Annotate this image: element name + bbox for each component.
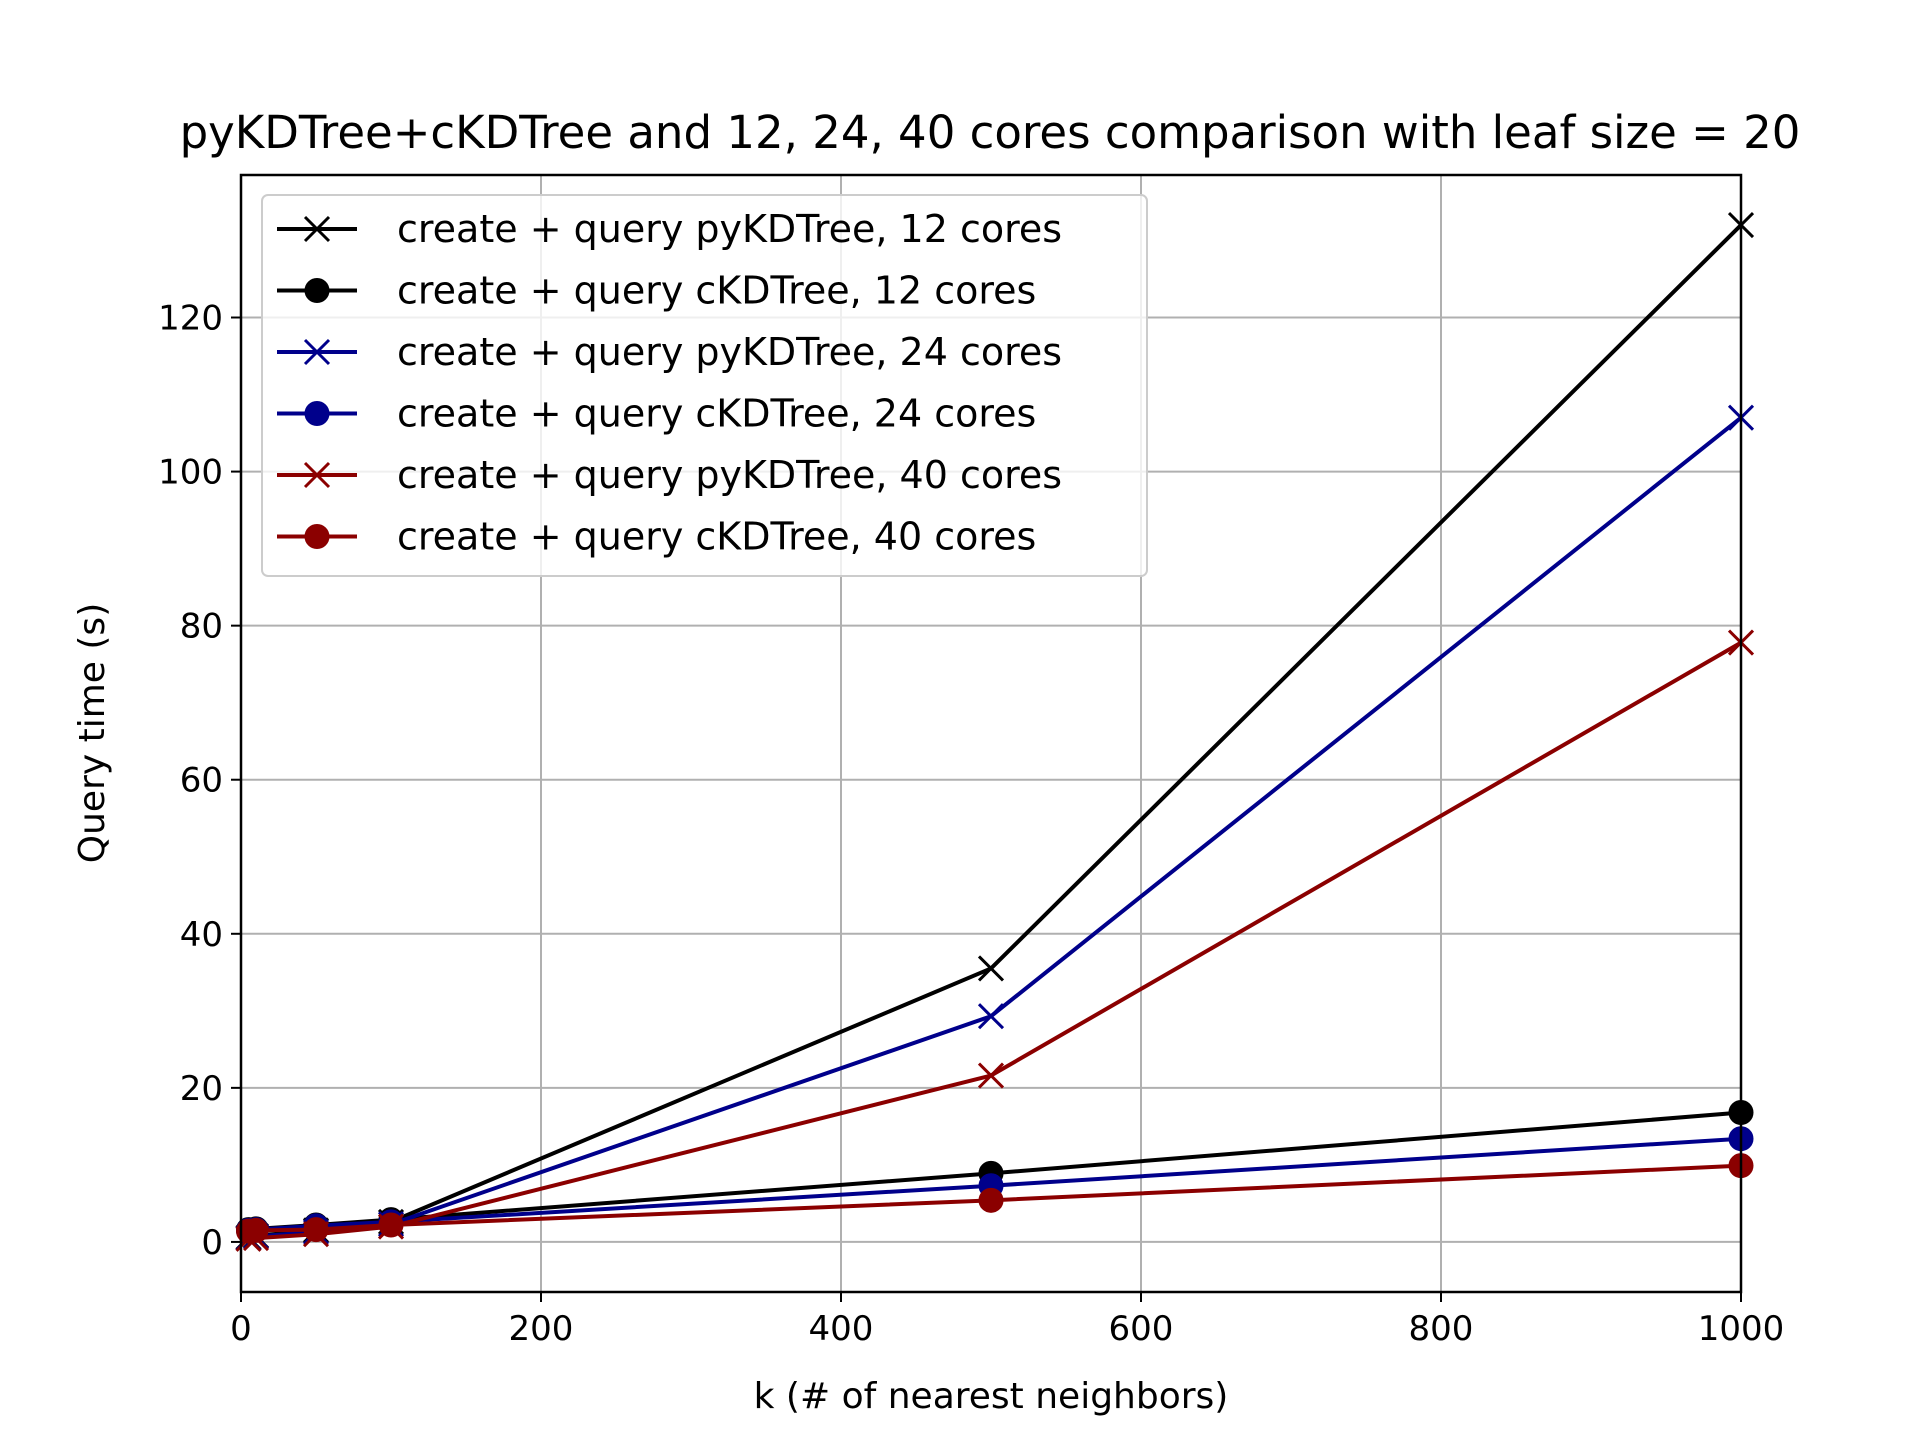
legend-marker: [304, 278, 330, 303]
marker-stroke: [303, 461, 331, 489]
data-point: [243, 1217, 269, 1243]
marker-stroke: [977, 1062, 1005, 1089]
legend-marker: [303, 338, 331, 366]
legend-label: create + query pyKDTree, 24 cores: [397, 330, 1062, 374]
y-tick-label: 60: [180, 761, 223, 801]
legend-entry: create + query cKDTree, 24 cores: [277, 392, 1036, 436]
axis-ticks: 0 200 400 600 800 1000 0 20 40 60 80 100 120: [158, 299, 1784, 1349]
legend-entry: create + query pyKDTree, 12 cores: [277, 207, 1062, 251]
legend-box: [261, 194, 1148, 577]
y-axis-label: Query time (s): [72, 603, 113, 863]
y-tick-label: 0: [201, 1223, 223, 1263]
y-tick-label: 120: [158, 299, 223, 339]
legend-label: create + query cKDTree, 12 cores: [397, 269, 1036, 313]
data-point: [977, 955, 1005, 982]
x-axis-label: k (# of nearest neighbors): [754, 1376, 1229, 1417]
legend-entry: create + query cKDTree, 12 cores: [277, 269, 1036, 313]
series-lines: [235, 212, 1755, 1252]
legend-entry: create + query pyKDTree, 40 cores: [277, 453, 1062, 497]
marker-stroke: [303, 338, 331, 366]
data-point: [303, 1217, 329, 1243]
x-tick-label: 800: [1409, 1309, 1474, 1349]
legend-entry: create + query pyKDTree, 24 cores: [277, 330, 1062, 374]
y-tick-label: 100: [158, 453, 223, 493]
x-tick-label: 0: [230, 1309, 252, 1349]
marker-stroke: [303, 215, 331, 243]
data-point: [977, 1062, 1005, 1089]
data-point: [378, 1212, 404, 1238]
legend-marker: [303, 215, 331, 243]
data-point: [977, 1003, 1005, 1030]
x-tick-label: 200: [509, 1309, 574, 1349]
chart-title: pyKDTree+cKDTree and 12, 24, 40 cores co…: [180, 106, 1801, 159]
legend-label: create + query pyKDTree, 40 cores: [397, 453, 1062, 497]
x-tick-label: 400: [809, 1309, 874, 1349]
legend-entry: create + query cKDTree, 40 cores: [277, 515, 1036, 559]
legend: create + query pyKDTree, 12 cores create …: [261, 194, 1148, 577]
y-tick-label: 80: [180, 607, 223, 647]
legend-marker: [304, 524, 330, 549]
marker-stroke: [977, 1003, 1005, 1030]
y-tick-label: 20: [180, 1069, 223, 1109]
legend-label: create + query cKDTree, 24 cores: [397, 392, 1036, 436]
legend-marker: [303, 461, 331, 489]
y-tick-label: 40: [180, 915, 223, 955]
legend-label: create + query pyKDTree, 12 cores: [397, 207, 1062, 251]
marker-stroke: [977, 955, 1005, 982]
x-tick-label: 600: [1109, 1309, 1174, 1349]
plot-frame: [239, 173, 1743, 1294]
data-point: [978, 1187, 1004, 1213]
legend-marker: [304, 401, 330, 426]
series-6: [236, 1153, 1754, 1244]
legend-label: create + query cKDTree, 40 cores: [397, 515, 1036, 559]
x-tick-label: 1000: [1698, 1309, 1785, 1349]
